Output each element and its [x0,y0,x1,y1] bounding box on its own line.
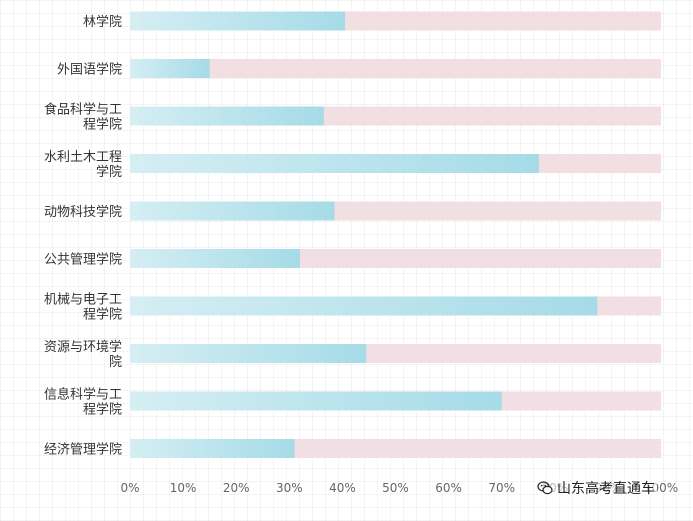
watermark-text: 山东高考直通车 [557,481,655,497]
category-label-line: 程学院 [83,307,122,323]
wechat-icon [537,481,553,495]
watermark: 山东高考直通车 [535,478,657,498]
category-label-line: 经济管理学院 [44,442,122,458]
bar-track [130,59,661,78]
x-tick-label: 20% [223,481,250,495]
category-label-line: 动物科技学院 [44,204,122,220]
category-label-line: 信息科学与工 [44,387,122,403]
category-label-line: 机械与电子工 [44,293,122,308]
bar [130,296,598,316]
bar [130,201,335,221]
bar [130,344,367,363]
category-label-line: 程学院 [83,117,122,133]
x-tick-label: 10% [170,481,197,495]
category-label-line: 程学院 [83,402,122,418]
category-label: 林学院 [83,14,122,30]
category-label-line: 水利土木工程 [44,150,122,165]
bar [130,249,300,268]
bar [130,154,539,173]
x-tick-label: 60% [435,481,462,495]
category-label-line: 食品科学与工 [44,102,122,118]
x-tick-label: 70% [488,481,515,495]
category-label: 外国语学院 [57,62,122,78]
category-labels: 林学院外国语学院食品科学与工程学院水利土木工程学院动物科技学院公共管理学院机械与… [44,14,122,458]
x-tick-label: 30% [276,481,303,495]
category-label: 经济管理学院 [44,442,122,458]
category-label-line: 外国语学院 [57,62,122,78]
category-label-line: 林学院 [83,14,122,30]
bar [130,439,295,458]
bars-group [130,11,661,458]
category-label-line: 资源与环境学 [44,339,122,355]
category-label-line: 院 [109,355,122,370]
category-label-line: 公共管理学院 [44,252,122,268]
bar [130,11,346,31]
x-tick-label: 50% [382,481,409,495]
x-tick-label: 40% [329,481,356,495]
x-tick-label: 0% [120,481,139,495]
bar [130,106,324,126]
category-label: 公共管理学院 [44,252,122,268]
bar [130,59,210,78]
category-label: 食品科学与工程学院 [44,102,122,133]
category-label: 资源与环境学院 [44,339,122,370]
bar [130,391,502,411]
category-label-line: 学院 [96,164,122,180]
category-label: 信息科学与工程学院 [44,387,122,418]
category-label: 动物科技学院 [44,204,122,220]
category-label: 机械与电子工程学院 [44,293,122,323]
category-label: 水利土木工程学院 [44,150,122,180]
